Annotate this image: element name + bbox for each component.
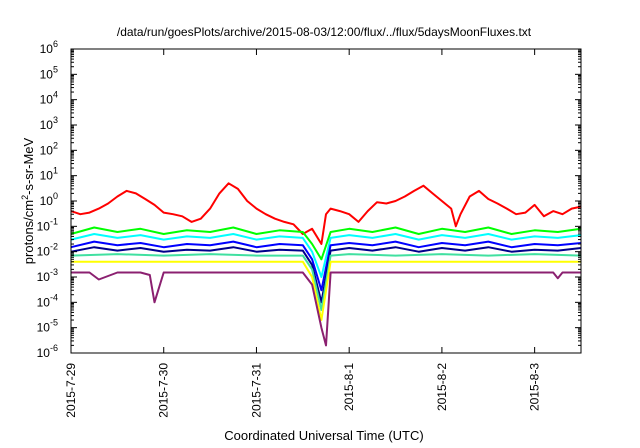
series-line-6	[70, 253, 582, 311]
y-tick-label: 10-2	[37, 242, 58, 259]
y-tick-base: 10	[37, 346, 51, 360]
x-tick-label: 2015-7-30	[157, 363, 171, 418]
chart-title: /data/run/goesPlots/archive/2015-08-03/1…	[117, 25, 532, 39]
y-tick-base: 10	[37, 270, 51, 284]
y-tick-exponent: -4	[50, 292, 58, 302]
y-tick-base: 10	[37, 245, 51, 259]
x-tick-label: 2015-7-31	[249, 363, 263, 418]
y-tick-exponent: 0	[53, 191, 58, 201]
y-tick-label: 10-5	[37, 318, 58, 335]
y-tick-exponent: 6	[53, 39, 58, 49]
y-tick-label: 10-6	[37, 343, 58, 360]
y-tick-exponent: 3	[53, 115, 58, 125]
y-tick-exponent: -5	[50, 318, 58, 328]
y-tick-base: 10	[37, 219, 51, 233]
series-line-3	[70, 233, 582, 278]
series-line-8	[71, 271, 581, 347]
y-tick-label: 100	[40, 191, 58, 208]
x-tick-label: 2015-8-1	[342, 363, 356, 411]
y-tick-label: 104	[40, 90, 58, 107]
x-axis-title: Coordinated Universal Time (UTC)	[224, 428, 423, 443]
y-tick-label: 10-4	[37, 292, 58, 309]
y-axis-title: protons/cm2-s-sr-MeV	[20, 137, 36, 264]
y-tick-base: 10	[40, 42, 54, 56]
y-axis-title-sup: 2	[20, 195, 30, 200]
series-layer	[70, 182, 582, 347]
y-tick-base: 10	[40, 118, 54, 132]
x-axis-ticks: 2015-7-29 2015-7-30 2015-7-31 2015-8-1 2015-…	[64, 49, 542, 418]
y-tick-exponent: -2	[50, 242, 58, 252]
y-tick-exponent: 5	[53, 64, 58, 74]
y-tick-exponent: -3	[50, 267, 58, 277]
y-tick-base: 10	[40, 169, 54, 183]
y-tick-base: 10	[40, 194, 54, 208]
y-tick-base: 10	[40, 93, 54, 107]
y-tick-label: 102	[40, 140, 58, 157]
y-tick-exponent: -1	[50, 216, 58, 226]
x-tick-label: 2015-8-2	[435, 363, 449, 411]
y-axis-title-suffix: -s-sr-MeV	[21, 137, 36, 194]
y-tick-exponent: 1	[53, 166, 58, 176]
series-line-4	[70, 240, 582, 292]
y-tick-exponent: 4	[53, 90, 58, 100]
y-tick-base: 10	[37, 295, 51, 309]
y-tick-label: 105	[40, 64, 58, 81]
series-line-7	[71, 260, 581, 321]
y-tick-base: 10	[40, 143, 54, 157]
y-axis-title-prefix: protons/cm	[21, 200, 36, 264]
x-tick-label: 2015-7-29	[64, 363, 78, 418]
y-tick-label: 106	[40, 39, 58, 56]
y-tick-exponent: 2	[53, 140, 58, 150]
y-tick-label: 101	[40, 166, 58, 183]
series-line-1	[70, 182, 582, 245]
y-tick-base: 10	[40, 67, 54, 81]
y-tick-label: 10-1	[37, 216, 58, 233]
series-line-2	[70, 226, 582, 261]
y-tick-label: 103	[40, 115, 58, 132]
y-tick-exponent: -6	[50, 343, 58, 353]
x-tick-label: 2015-8-3	[528, 363, 542, 411]
y-tick-label: 10-3	[37, 267, 58, 284]
y-axis-ticks: 10-610-510-410-310-210-11001011021031041…	[37, 39, 581, 360]
y-tick-base: 10	[37, 321, 51, 335]
series-line-5	[70, 246, 582, 304]
